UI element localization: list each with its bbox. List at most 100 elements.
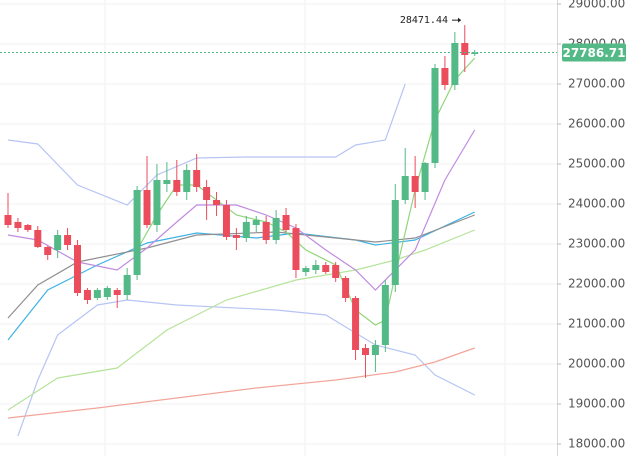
candle-body — [361, 348, 369, 355]
y-tick-label: 18000.00 — [568, 437, 625, 451]
candle-body — [471, 52, 479, 54]
candle — [431, 64, 439, 168]
candle — [391, 184, 399, 292]
candle — [193, 154, 201, 192]
candle — [352, 296, 360, 360]
candle-body — [103, 288, 111, 297]
candle — [44, 246, 52, 260]
candle — [143, 156, 151, 228]
candle-body — [332, 265, 340, 278]
candle — [451, 32, 459, 90]
candle — [332, 262, 340, 282]
candle — [173, 160, 181, 196]
candle — [213, 192, 221, 216]
candle-body — [421, 163, 429, 192]
candle-body — [83, 290, 91, 300]
candle — [471, 50, 479, 56]
candle-body — [342, 278, 350, 298]
candle-body — [163, 180, 171, 184]
candle-body — [322, 265, 330, 272]
candle — [123, 268, 131, 300]
candle — [34, 226, 42, 248]
candle — [312, 260, 320, 274]
candle — [103, 286, 111, 300]
candle-body — [371, 345, 379, 355]
candle-body — [34, 230, 42, 247]
candle-body — [262, 222, 270, 240]
candle — [401, 148, 409, 204]
candle — [292, 224, 300, 278]
candle-body — [64, 235, 72, 245]
y-tick-label: 22000.00 — [568, 277, 625, 291]
candle — [371, 340, 379, 372]
high-annotation: 28471.44 — [400, 15, 448, 26]
candle — [302, 266, 310, 276]
candle-body — [292, 228, 300, 270]
candle — [342, 276, 350, 302]
candle-body — [352, 298, 360, 350]
candle — [163, 162, 171, 192]
candle-body — [133, 190, 141, 275]
candle-body — [123, 275, 131, 295]
y-tick-label: 24000.00 — [568, 197, 625, 211]
candle-body — [411, 176, 419, 192]
candle — [282, 208, 290, 232]
candle-body — [252, 220, 260, 225]
last-price-label: 27786.71 — [562, 46, 625, 60]
y-tick-label: 26000.00 — [568, 117, 625, 131]
candle-body — [93, 290, 101, 298]
candle — [272, 210, 280, 244]
candle — [262, 216, 270, 244]
indicator-line — [17, 299, 475, 437]
y-tick-label: 25000.00 — [568, 157, 625, 171]
candle — [203, 180, 211, 220]
candle-body — [24, 225, 32, 230]
candle — [54, 230, 62, 258]
candle-body — [74, 245, 82, 293]
candle-body — [44, 247, 52, 255]
candle — [232, 228, 240, 250]
candle-body — [54, 235, 62, 250]
candle-body — [242, 222, 250, 238]
candle-body — [193, 170, 201, 187]
candle — [461, 25, 469, 72]
candle-body — [431, 68, 439, 163]
y-tick-label: 23000.00 — [568, 237, 625, 251]
candle-body — [222, 205, 230, 237]
candle-body — [113, 290, 121, 295]
candle-body — [213, 200, 221, 205]
candle — [183, 164, 191, 200]
candle — [322, 262, 330, 274]
candle-body — [272, 218, 280, 240]
candle — [4, 193, 12, 228]
candle-body — [183, 170, 191, 192]
y-tick-label: 20000.00 — [568, 357, 625, 371]
candle-body — [4, 215, 12, 225]
candle — [252, 216, 260, 232]
candle — [24, 224, 32, 232]
candle-body — [153, 180, 161, 225]
candle — [83, 288, 91, 304]
candle — [381, 280, 389, 352]
candle-body — [461, 43, 469, 55]
indicator-line — [7, 347, 475, 419]
y-tick-label: 29000.00 — [568, 0, 625, 11]
candle — [74, 240, 82, 296]
candle — [153, 164, 161, 232]
candle-body — [282, 215, 290, 230]
candle-body — [232, 235, 240, 238]
y-tick-label: 19000.00 — [568, 397, 625, 411]
candle-body — [203, 187, 211, 200]
candle — [14, 218, 22, 232]
candle-body — [441, 68, 449, 85]
candle — [411, 156, 419, 208]
candle — [113, 288, 121, 308]
candle — [242, 216, 250, 242]
candle-body — [381, 285, 389, 345]
candle — [441, 56, 449, 90]
candle — [222, 200, 230, 240]
last-price-box — [562, 43, 626, 62]
